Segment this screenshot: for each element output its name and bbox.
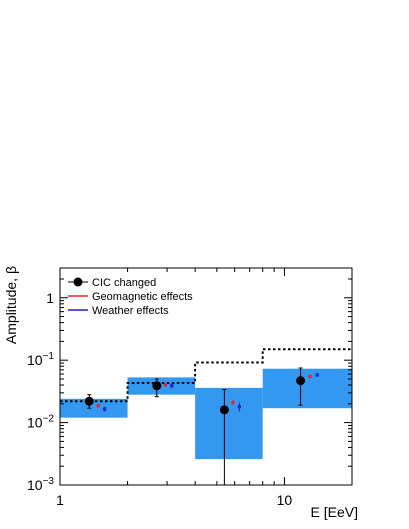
geomagnetic-point-3	[231, 400, 235, 405]
band-3	[195, 387, 263, 460]
geomagnetic-point-1	[96, 404, 100, 408]
y-tick-label-3: 10−1	[27, 351, 54, 368]
weather-point-4	[315, 373, 319, 377]
weather-point-2	[170, 384, 174, 388]
cic-point-3	[219, 405, 229, 415]
x-tick-label-2: 10	[277, 492, 293, 508]
legend-label-3: Weather effects	[92, 305, 169, 317]
x-axis-label: E [EeV]	[311, 504, 358, 520]
cic-point-2	[152, 381, 162, 391]
ticks-layer: 1 10 10−3 10−2 10−1 1	[27, 268, 352, 508]
x-tick-label-1: 1	[56, 492, 64, 508]
upper-limit-line	[60, 348, 352, 403]
plot-frame	[59, 267, 353, 486]
y-axis-label: Amplitude, β	[3, 266, 19, 344]
cic-point-1	[84, 396, 94, 406]
legend-label-2: Geomagnetic effects	[92, 291, 193, 303]
y-tick-label-4: 1	[46, 290, 54, 306]
legend: CIC changed Geomagnetic effects Weather ef…	[68, 277, 193, 317]
bands-layer	[60, 368, 352, 460]
geomagnetic-point-2	[163, 383, 168, 387]
band-1	[60, 398, 128, 418]
legend-marker-cic	[73, 277, 83, 287]
band-2	[127, 377, 196, 395]
band-4	[262, 368, 352, 409]
weather-point-3	[237, 405, 242, 409]
weather-point-1	[102, 407, 107, 411]
geomagnetic-point-4	[308, 374, 312, 378]
series-layer	[84, 367, 319, 486]
y-tick-label-2: 10−2	[27, 414, 54, 431]
cic-point-4	[296, 376, 306, 386]
y-tick-label-1: 10−3	[27, 476, 54, 493]
legend-label-1: CIC changed	[92, 277, 156, 289]
upper-limits-layer	[60, 348, 352, 403]
